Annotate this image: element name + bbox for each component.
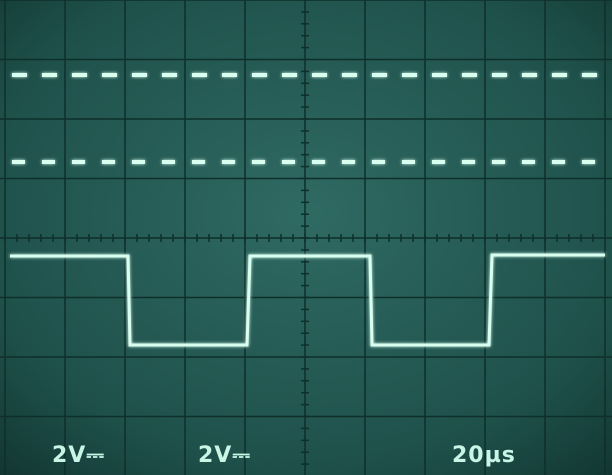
oscilloscope-screen: 2V⎓ 2V⎓ 20µs	[0, 0, 612, 475]
readout-ch2: 2V⎓	[198, 443, 251, 468]
readout-ch1: 2V⎓	[52, 443, 105, 468]
page: 2V⎓ 2V⎓ 20µs (() => { const data = JSON.…	[0, 0, 612, 475]
readout-timebase: 20µs	[452, 443, 516, 468]
